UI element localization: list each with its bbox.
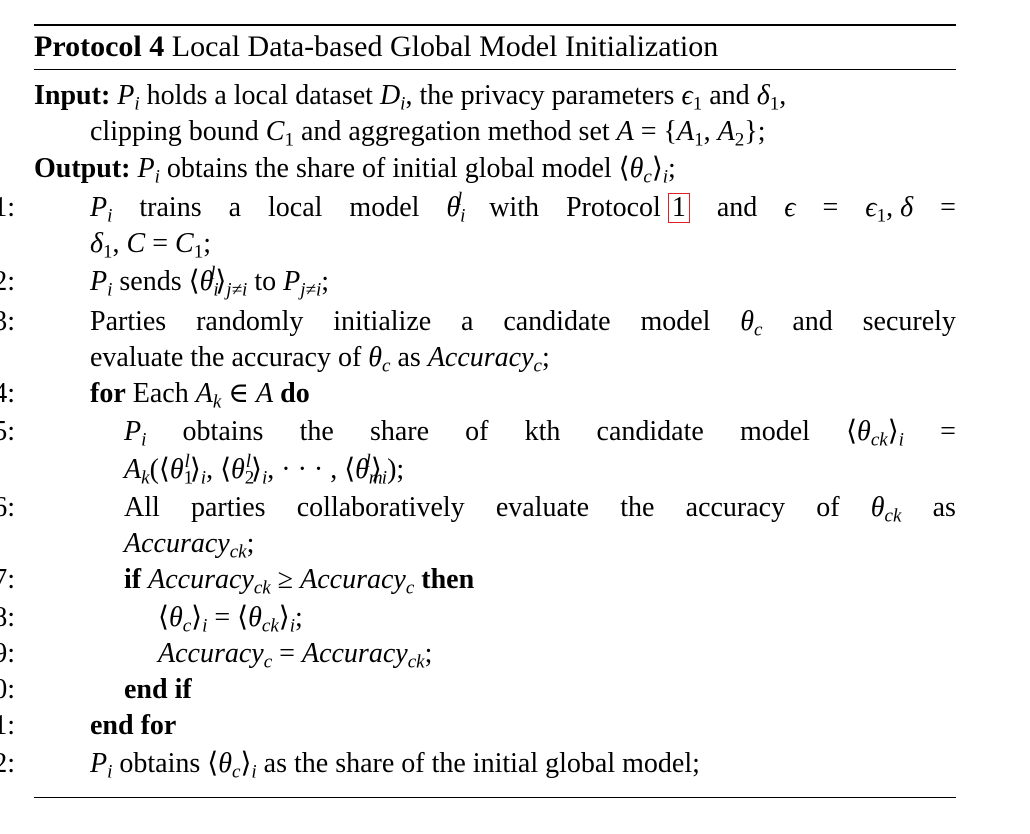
line-number: 4: bbox=[0, 378, 15, 409]
input-line-2: clipping bound C1 and aggregation method… bbox=[90, 116, 766, 151]
line-number: 2: bbox=[0, 266, 15, 297]
keyword-end-if: end if bbox=[124, 674, 192, 705]
step-5: 5: Pi obtains the share of kth candidate model ⟨… bbox=[0, 414, 956, 450]
line-number: 5: bbox=[0, 416, 15, 447]
line-number: 8: bbox=[0, 602, 15, 633]
line-number: 3: bbox=[0, 306, 15, 337]
keyword-end-for: end for bbox=[90, 710, 177, 741]
step-3-cont: evaluate the accuracy of θc as Accuracyc… bbox=[90, 342, 550, 377]
line-number: 7: bbox=[0, 564, 15, 595]
step-4: 4: for Each Ak ∈ A do bbox=[0, 376, 956, 412]
input-label: Input: bbox=[34, 80, 111, 111]
step-8: 8: ⟨θc⟩i = ⟨θck⟩i; bbox=[0, 600, 956, 636]
line-number: 10: bbox=[0, 674, 15, 705]
mid-rule bbox=[34, 69, 956, 70]
protocol-reference-link[interactable]: 1 bbox=[667, 193, 690, 223]
input-line-1: Input: Pi holds a local dataset Di, the … bbox=[34, 80, 787, 115]
step-10: 10: end if bbox=[0, 672, 956, 708]
keyword-then: then bbox=[421, 564, 475, 595]
top-rule bbox=[34, 24, 956, 26]
step-6: 6: All parties collaboratively evaluate the a… bbox=[0, 490, 956, 526]
keyword-if: if bbox=[124, 564, 142, 595]
bottom-rule bbox=[34, 797, 956, 798]
protocol-header: Protocol 4 Local Data-based Global Model… bbox=[34, 30, 956, 64]
line-number: 1: bbox=[0, 192, 15, 223]
step-9: 9: Accuracyc = Accuracyck; bbox=[0, 636, 956, 672]
output-label: Output: bbox=[34, 153, 131, 184]
line-number: 11: bbox=[0, 710, 15, 741]
line-number: 9: bbox=[0, 638, 15, 669]
step-7: 7: if Accuracyck ≥ Accuracyc then bbox=[0, 562, 956, 598]
step-12: 12: Pi obtains ⟨θc⟩i as the share of the… bbox=[0, 746, 956, 782]
protocol-label: Protocol 4 bbox=[34, 30, 165, 63]
step-1-cont: δ1, C = C1; bbox=[90, 228, 211, 263]
step-6-cont: Accuracyck; bbox=[124, 528, 255, 563]
step-2: 2: Pi sends ⟨θil⟩j≠i to Pj≠i; bbox=[0, 264, 956, 300]
step-3: 3: Parties randomly initialize a candidate mo… bbox=[0, 304, 956, 340]
step-5-cont: Ak(⟨θ1l⟩i, ⟨θ2l⟩i, · · · , ⟨θml⟩i); bbox=[124, 450, 405, 489]
keyword-do: do bbox=[280, 378, 310, 409]
line-number: 6: bbox=[0, 492, 15, 523]
keyword-for: for bbox=[90, 378, 126, 409]
line-number: 12: bbox=[0, 748, 15, 779]
step-11: 11: end for bbox=[0, 708, 956, 744]
protocol-title: Local Data-based Global Model Initializa… bbox=[171, 30, 719, 63]
output-line: Output: Pi obtains the share of initial … bbox=[34, 153, 676, 188]
